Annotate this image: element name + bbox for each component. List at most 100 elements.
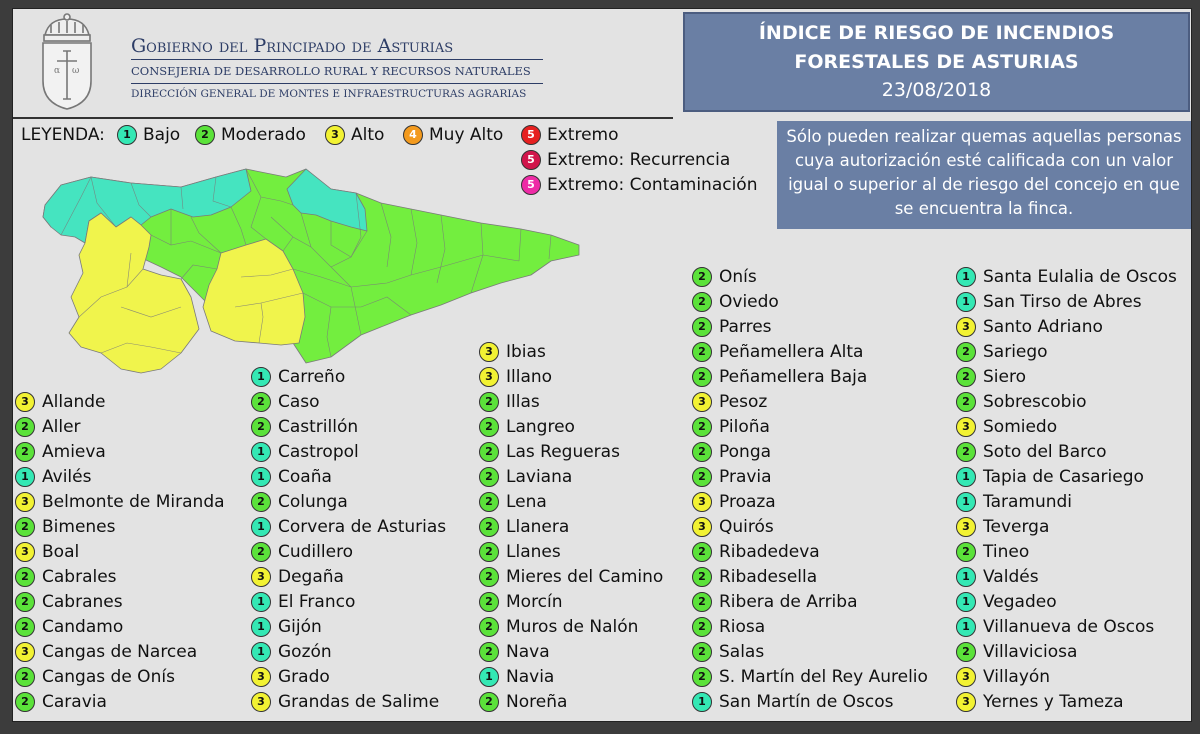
municipality-name: Soto del Barco [983,441,1107,462]
municipality-row: 3 Grandas de Salime [251,689,439,714]
municipality-name: Candamo [42,616,124,637]
municipality-row: 3 Proaza [692,489,776,514]
municipality-name: Noreña [506,691,568,712]
municipality-row: 2 Ribera de Arriba [692,589,858,614]
risk-level-badge: 3 [956,691,976,712]
risk-level-badge: 2 [15,691,35,712]
risk-level-badge: 2 [479,516,499,537]
municipality-name: Illas [506,391,540,412]
municipality-name: Sobrescobio [983,391,1087,412]
coat-of-arms-icon: α ω [42,13,92,110]
municipality-name: Amieva [42,441,106,462]
level-badge: 5 [521,175,541,195]
fire-risk-panel: α ω Gobierno del Principado de Asturias … [12,8,1192,722]
municipality-name: Cangas de Narcea [42,641,198,662]
municipality-name: Peñamellera Baja [719,366,868,387]
municipality-name: S. Martín del Rey Aurelio [719,666,928,687]
municipality-name: Oviedo [719,291,779,312]
risk-level-badge: 3 [479,341,499,362]
risk-level-badge: 2 [692,666,712,687]
municipality-name: Allande [42,391,106,412]
municipality-row: 1 Gozón [251,639,332,664]
municipality-name: Siero [983,366,1026,387]
risk-level-badge: 2 [692,316,712,337]
risk-level-badge: 2 [692,416,712,437]
municipality-row: 2 Peñamellera Baja [692,364,867,389]
level-badge: 5 [521,125,541,145]
municipality-row: 1 Carreño [251,364,345,389]
municipality-row: 1 Villanueva de Oscos [956,614,1154,639]
risk-level-badge: 2 [479,416,499,437]
municipality-name: Gozón [278,641,332,662]
risk-level-badge: 3 [692,391,712,412]
municipality-name: Pravia [719,466,772,487]
risk-level-badge: 1 [251,366,271,387]
risk-level-badge: 3 [15,541,35,562]
municipality-row: 2 Cabrales [15,564,117,589]
map-zone-bajo-center [286,168,368,232]
municipality-name: Piloña [719,416,770,437]
municipality-row: 3 Teverga [956,514,1049,539]
legend-label: LEYENDA: [21,125,105,145]
municipality-name: Teverga [983,516,1050,537]
risk-level-badge: 3 [15,491,35,512]
municipality-name: Yernes y Tameza [983,691,1124,712]
svg-text:α: α [54,66,60,76]
risk-level-badge: 3 [956,416,976,437]
municipality-row: 3 Quirós [692,514,774,539]
municipality-name: Somiedo [983,416,1058,437]
risk-level-badge: 3 [956,666,976,687]
municipality-name: Carreño [278,366,346,387]
risk-level-badge: 2 [251,416,271,437]
legend-item-label: Alto [351,125,385,145]
risk-level-badge: 2 [692,266,712,287]
map-zone-bajo-west [42,168,252,244]
municipality-row: 3 Yernes y Tameza [956,689,1124,714]
municipality-row: 2 Llanera [479,514,569,539]
municipality-row: 2 Nava [479,639,550,664]
municipality-name: Santa Eulalia de Oscos [983,266,1177,287]
level-badge: 5 [521,150,541,170]
legend-item-moderado: 2 Moderado [195,125,306,145]
municipality-row: 2 S. Martín del Rey Aurelio [692,664,928,689]
risk-level-badge: 2 [692,616,712,637]
risk-level-badge: 1 [692,691,712,712]
risk-level-badge: 1 [251,466,271,487]
municipality-name: Villaviciosa [983,641,1078,662]
level-badge: 2 [195,125,215,145]
risk-level-badge: 1 [251,516,271,537]
risk-level-badge: 2 [479,441,499,462]
risk-level-badge: 2 [692,566,712,587]
legend-item-label: Muy Alto [429,125,504,145]
risk-level-badge: 2 [692,441,712,462]
municipality-row: 2 Illas [479,389,540,414]
risk-level-badge: 2 [479,691,499,712]
government-header: α ω Gobierno del Principado de Asturias … [13,9,673,117]
municipality-name: Caravia [42,691,107,712]
municipality-name: Taramundi [983,491,1073,512]
municipality-name: Muros de Nalón [506,616,639,637]
title-line-1: ÍNDICE DE RIESGO DE INCENDIOS [758,22,1115,44]
risk-level-badge: 2 [251,391,271,412]
municipality-row: 2 Muros de Nalón [479,614,638,639]
risk-level-badge: 3 [692,516,712,537]
municipality-row: 3 Grado [251,664,330,689]
municipality-row: 2 Morcín [479,589,563,614]
municipality-name: Aller [42,416,81,437]
municipality-name: Bimenes [42,516,116,537]
risk-level-badge: 2 [956,341,976,362]
municipality-row: 2 Mieres del Camino [479,564,663,589]
municipality-name: Navia [506,666,555,687]
municipality-row: 1 Avilés [15,464,91,489]
municipality-row: 3 Belmonte de Miranda [15,489,225,514]
municipality-row: 3 Degaña [251,564,344,589]
burning-notice: Sólo pueden realizar quemas aquellas per… [777,121,1191,229]
risk-level-badge: 1 [251,591,271,612]
municipality-row: 3 Somiedo [956,414,1057,439]
municipality-row: 3 Ibias [479,339,546,364]
municipality-row: 2 Soto del Barco [956,439,1106,464]
municipality-name: Riosa [719,616,766,637]
municipality-row: 1 El Franco [251,589,355,614]
risk-level-badge: 3 [251,691,271,712]
municipality-name: Las Regueras [506,441,620,462]
